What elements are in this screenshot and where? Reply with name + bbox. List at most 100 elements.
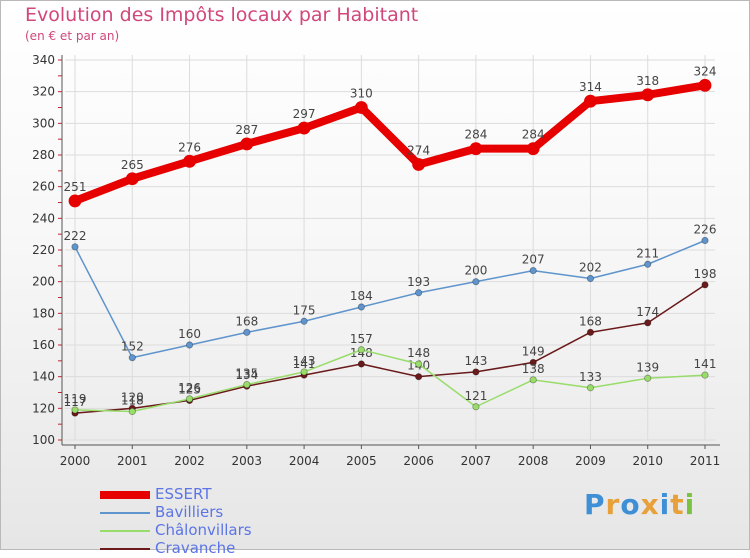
- data-point: [415, 289, 423, 297]
- data-label: 284: [522, 128, 545, 142]
- data-point: [644, 260, 652, 268]
- data-label: 168: [235, 314, 258, 328]
- data-point: [529, 358, 537, 367]
- data-label: 324: [694, 64, 717, 78]
- data-point: [300, 317, 308, 325]
- y-tick-label: 260: [32, 180, 55, 194]
- data-point: [698, 78, 712, 92]
- data-point: [415, 360, 423, 368]
- x-tick-label: 2011: [690, 454, 721, 468]
- y-tick-label: 180: [32, 306, 55, 320]
- legend-swatch: [100, 548, 150, 550]
- y-tick-label: 300: [32, 116, 55, 130]
- data-label: 251: [64, 180, 87, 194]
- data-point: [354, 101, 368, 114]
- data-point: [529, 266, 537, 275]
- data-point: [415, 373, 423, 381]
- y-tick-label: 220: [32, 243, 55, 257]
- data-point: [586, 384, 595, 392]
- data-point: [357, 360, 365, 368]
- data-point: [185, 395, 194, 403]
- x-tick-label: 2000: [60, 454, 91, 468]
- data-point: [243, 380, 251, 389]
- data-point: [701, 281, 709, 289]
- y-tick-label: 280: [32, 148, 55, 162]
- logo-letter: P: [584, 488, 606, 521]
- legend-swatch: [100, 512, 150, 514]
- data-label: 143: [293, 354, 316, 368]
- logo-letter: i: [684, 488, 696, 521]
- data-point: [357, 346, 365, 354]
- data-label: 152: [121, 340, 144, 354]
- data-label: 193: [407, 275, 430, 289]
- logo-letter: t: [670, 488, 685, 521]
- data-label: 198: [694, 267, 717, 281]
- data-label: 118: [121, 394, 144, 408]
- x-tick-label: 2010: [632, 454, 663, 468]
- data-point: [300, 368, 308, 376]
- legend-swatch: [100, 491, 150, 499]
- x-tick-label: 2008: [518, 454, 549, 468]
- data-point: [529, 376, 537, 384]
- data-point: [125, 172, 139, 186]
- y-tick-label: 140: [32, 370, 55, 384]
- data-point: [185, 341, 194, 349]
- data-point: [644, 319, 652, 327]
- data-label: 287: [235, 123, 258, 137]
- logo-letter: x: [640, 488, 660, 521]
- data-point: [128, 354, 136, 362]
- series-line-ESSERT: [71, 81, 709, 205]
- data-point: [584, 94, 597, 108]
- data-label: 149: [522, 344, 545, 358]
- data-point: [472, 403, 480, 411]
- data-label: 138: [522, 362, 545, 376]
- data-point: [243, 328, 251, 336]
- data-point: [357, 303, 365, 311]
- data-label: 141: [293, 357, 316, 371]
- data-label: 174: [636, 305, 659, 319]
- data-label: 211: [636, 246, 659, 260]
- data-label: 119: [64, 392, 87, 406]
- x-tick-label: 2003: [232, 454, 263, 468]
- data-label: 207: [522, 253, 545, 267]
- data-label: 274: [407, 144, 430, 158]
- data-point: [586, 328, 595, 336]
- data-label: 202: [579, 261, 602, 275]
- data-label: 314: [579, 80, 602, 94]
- x-tick-label: 2004: [289, 454, 320, 468]
- y-tick-label: 120: [32, 401, 55, 415]
- data-label: 175: [293, 303, 316, 317]
- y-tick-label: 320: [32, 85, 55, 99]
- data-label: 141: [694, 357, 717, 371]
- y-tick-label: 240: [32, 211, 55, 225]
- data-label: 157: [350, 332, 373, 346]
- data-point: [128, 407, 136, 416]
- data-label: 284: [464, 128, 487, 142]
- data-label: 222: [64, 229, 87, 243]
- logo-letter: r: [605, 488, 621, 521]
- data-label: 133: [579, 370, 602, 384]
- data-point: [472, 278, 480, 286]
- data-point: [701, 236, 709, 245]
- data-point: [644, 374, 652, 382]
- y-tick-label: 200: [32, 275, 55, 289]
- data-label: 226: [694, 223, 717, 237]
- data-label: 184: [350, 289, 373, 303]
- y-tick-label: 340: [32, 53, 55, 67]
- x-tick-label: 2001: [117, 454, 148, 468]
- data-point: [526, 142, 540, 156]
- data-point: [641, 88, 655, 102]
- data-point: [71, 406, 79, 414]
- data-label: 139: [636, 360, 659, 374]
- legend-swatch: [100, 530, 150, 532]
- data-label: 120: [121, 390, 144, 404]
- data-label: 117: [64, 395, 87, 409]
- data-point: [586, 274, 595, 283]
- data-label: 297: [293, 107, 316, 121]
- y-tick-label: 160: [32, 338, 55, 352]
- legend-label: Bavilliers: [155, 503, 224, 521]
- legend-label: Châlonvillars: [155, 521, 252, 539]
- data-label: 121: [464, 389, 487, 403]
- data-label: 318: [636, 74, 659, 88]
